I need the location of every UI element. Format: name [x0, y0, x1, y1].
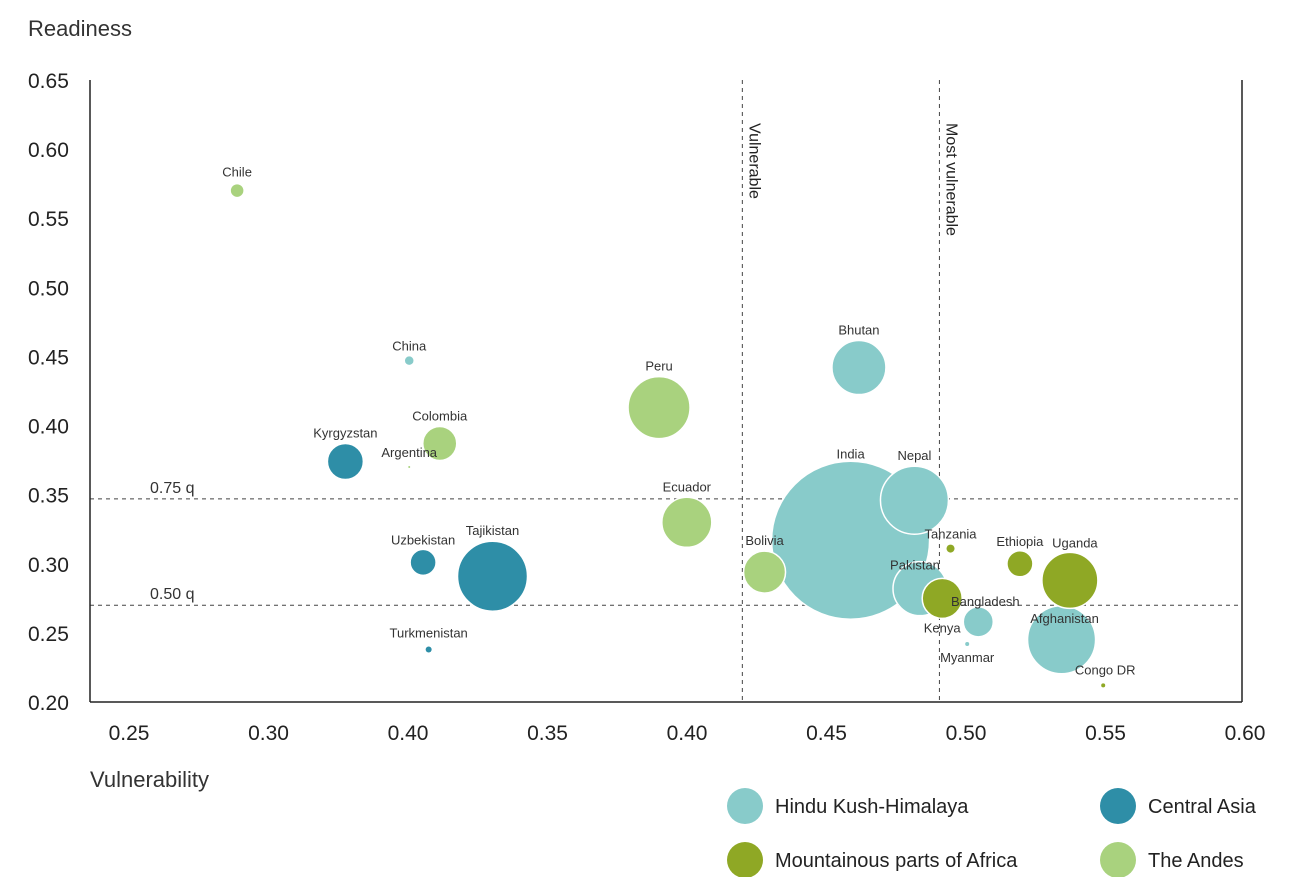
bubble-bolivia	[742, 550, 787, 594]
y-tick-label: 0.50	[28, 277, 69, 300]
point-label: Ethiopia	[996, 534, 1044, 549]
y-tick-label: 0.60	[28, 139, 69, 162]
point-label: Tanzania	[925, 527, 978, 542]
legend-swatch	[727, 788, 763, 824]
reference-lines: 0.75 q 0.50 q Vulnerable Most vulnerable	[90, 80, 1242, 702]
point-label: Ecuador	[663, 479, 712, 494]
x-tick-label: 0.35	[527, 722, 568, 745]
x-axis-title: Vulnerability	[90, 767, 209, 792]
legend: Hindu Kush-Himalaya Central Asia Mountaino…	[727, 788, 1257, 878]
x-tick-label: 0.50	[946, 722, 987, 745]
bubble-uzbekistan	[409, 548, 437, 577]
point-label: Uganda	[1052, 535, 1098, 550]
y-tick-label: 0.40	[28, 416, 69, 439]
x-tick-label: 0.40	[388, 722, 429, 745]
point-label: Kenya	[924, 620, 962, 635]
point-label: India	[836, 446, 865, 461]
bubble-myanmar	[965, 641, 970, 646]
x-tick-label: 0.45	[806, 722, 847, 745]
point-label: Colombia	[412, 409, 468, 424]
point-label: Bolivia	[745, 533, 784, 548]
y-tick-label: 0.55	[28, 208, 69, 231]
point-label: Tajikistan	[466, 523, 519, 538]
y-tick-label: 0.35	[28, 485, 69, 508]
bubble-peru	[627, 375, 691, 440]
point-label: Uzbekistan	[391, 532, 455, 547]
bubble-tanzania	[946, 544, 955, 553]
point-label: Bangladesh	[951, 594, 1020, 609]
y-tick-label: 0.30	[28, 554, 69, 577]
point-label: Myanmar	[940, 650, 995, 665]
x-tick-label: 0.55	[1085, 722, 1126, 745]
y-tick-label: 0.65	[28, 70, 69, 93]
bubble-ecuador	[661, 496, 713, 549]
y-tick-label: 0.20	[28, 692, 69, 715]
legend-label: Hindu Kush-Himalaya	[775, 796, 969, 818]
bubble-ethiopia	[1006, 550, 1034, 578]
threshold-label: Most vulnerable	[942, 123, 959, 236]
legend-swatch	[727, 842, 763, 878]
point-label: Chile	[222, 165, 252, 180]
bubble-argentina	[408, 466, 411, 469]
quantile-label: 0.50 q	[150, 586, 194, 603]
bubble-colombia	[422, 425, 458, 462]
bubble-kyrgyzstan	[326, 442, 365, 481]
legend-label: Mountainous parts of Africa	[775, 850, 1018, 872]
y-axis-title: Readiness	[28, 16, 132, 41]
legend-swatch	[1100, 842, 1136, 878]
bubble-bangladesh	[962, 606, 995, 638]
point-label: Afghanistan	[1030, 611, 1099, 626]
point-label: China	[392, 339, 427, 354]
bubble-bhutan	[831, 339, 887, 396]
x-tick-label: 0.60	[1225, 722, 1266, 745]
y-tick-label: 0.25	[28, 623, 69, 646]
point-label: Peru	[645, 359, 672, 374]
point-label: Congo DR	[1075, 662, 1136, 677]
point-label: Turkmenistan	[390, 625, 468, 640]
x-tick-label: 0.30	[248, 722, 289, 745]
threshold-label: Vulnerable	[745, 123, 762, 199]
x-tick-label: 0.40	[667, 722, 708, 745]
axes: 0.65 0.60 0.55 0.50 0.45 0.40 0.35 0.30 0.25 0.20…	[28, 70, 1266, 745]
point-label: Argentina	[381, 445, 437, 460]
x-tick-label: 0.25	[109, 722, 150, 745]
legend-swatch	[1100, 788, 1136, 824]
bubble-kenya	[921, 577, 963, 620]
quantile-label: 0.75 q	[150, 480, 194, 497]
point-label: Kyrgyzstan	[313, 425, 377, 440]
point-label: Pakistan	[890, 558, 940, 573]
point-label: Nepal	[897, 448, 931, 463]
bubble-tajikistan	[456, 540, 529, 612]
legend-label: Central Asia	[1148, 796, 1257, 818]
bubble-uganda	[1041, 551, 1099, 610]
y-tick-label: 0.45	[28, 346, 69, 369]
bubble-nepal	[879, 465, 950, 535]
bubble-congo-dr	[1101, 683, 1106, 688]
bubble-turkmenistan	[425, 646, 432, 653]
bubbles	[229, 182, 1106, 688]
legend-label: The Andes	[1148, 850, 1244, 872]
bubble-chile	[229, 182, 245, 199]
point-label: Bhutan	[838, 323, 879, 338]
bubble-china	[403, 354, 415, 367]
point-labels: China Bhutan India Nepal Pakistan Bangladesh A…	[222, 165, 1135, 678]
